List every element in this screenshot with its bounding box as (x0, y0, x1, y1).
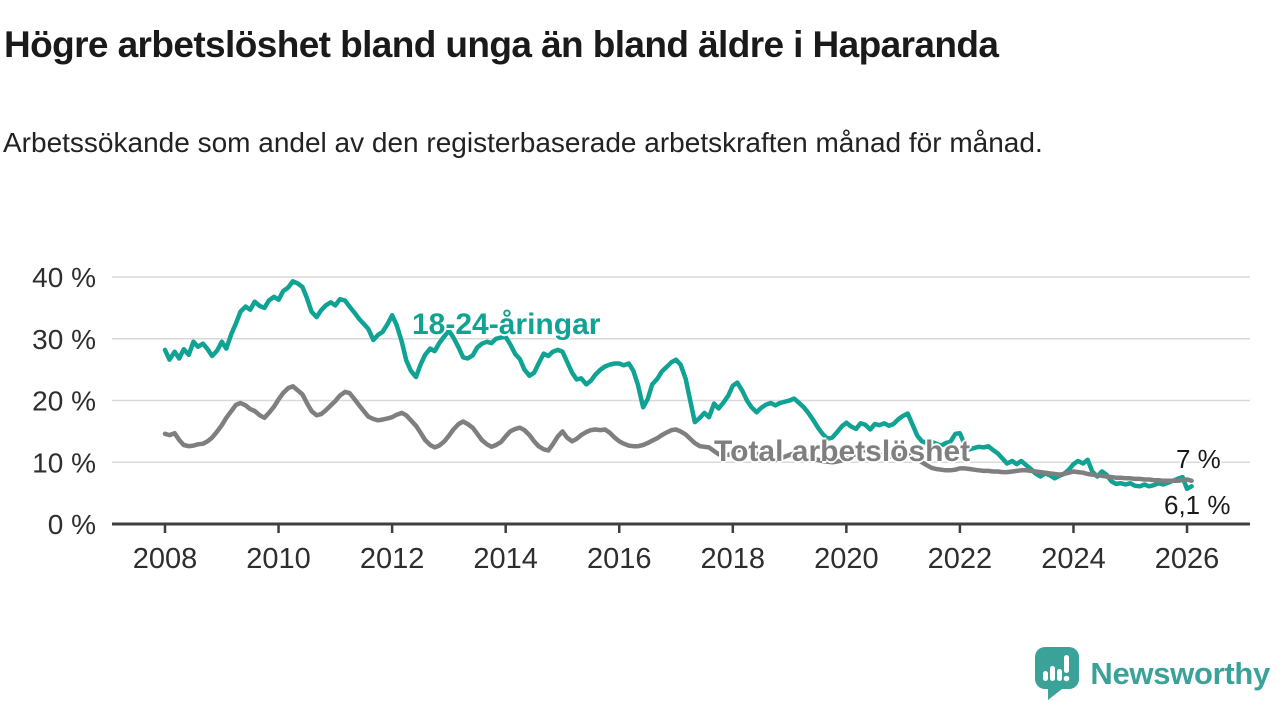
chart-subtitle: Arbetssökande som andel av den registerb… (3, 127, 1043, 158)
y-tick-label: 20 % (32, 386, 96, 417)
brand-name: Newsworthy (1090, 656, 1270, 691)
x-tick-label: 2008 (133, 543, 198, 575)
x-axis (112, 522, 1250, 533)
series-line-young (162, 279, 1194, 492)
end-value-label-total: 7 % (1176, 444, 1221, 474)
x-tick-label: 2018 (701, 543, 766, 575)
series-label-total: Total arbetslöshet (714, 435, 971, 468)
series-lines (162, 279, 1194, 492)
series-label-young: 18-24-åringar (412, 308, 601, 341)
x-tick-label: 2024 (1041, 543, 1106, 575)
x-tick-label: 2014 (473, 543, 538, 575)
x-tick-label: 2026 (1155, 543, 1220, 575)
y-tick-label: 10 % (32, 447, 96, 478)
x-axis-labels: 2008 2010 2012 2014 2016 2018 2020 2022 2024 2026 (133, 543, 1220, 575)
y-tick-label: 0 % (48, 509, 96, 540)
x-tick-label: 2022 (928, 543, 993, 575)
end-value-label-young: 6,1 % (1164, 490, 1231, 520)
series-line-total (162, 384, 1194, 484)
x-tick-label: 2012 (360, 543, 425, 575)
gridlines (112, 276, 1250, 463)
newsworthy-logo-icon (1035, 647, 1080, 700)
page-title: Högre arbetslöshet bland unga än bland ä… (4, 24, 999, 65)
x-tick-label: 2020 (814, 543, 879, 575)
y-axis-labels: 0 % 10 % 20 % 30 % 40 % (32, 262, 96, 540)
x-tick-label: 2016 (587, 543, 652, 575)
y-tick-label: 30 % (32, 324, 96, 355)
y-tick-label: 40 % (32, 262, 96, 293)
x-tick-label: 2010 (246, 543, 311, 575)
brand-footer: Newsworthy (1034, 646, 1270, 702)
